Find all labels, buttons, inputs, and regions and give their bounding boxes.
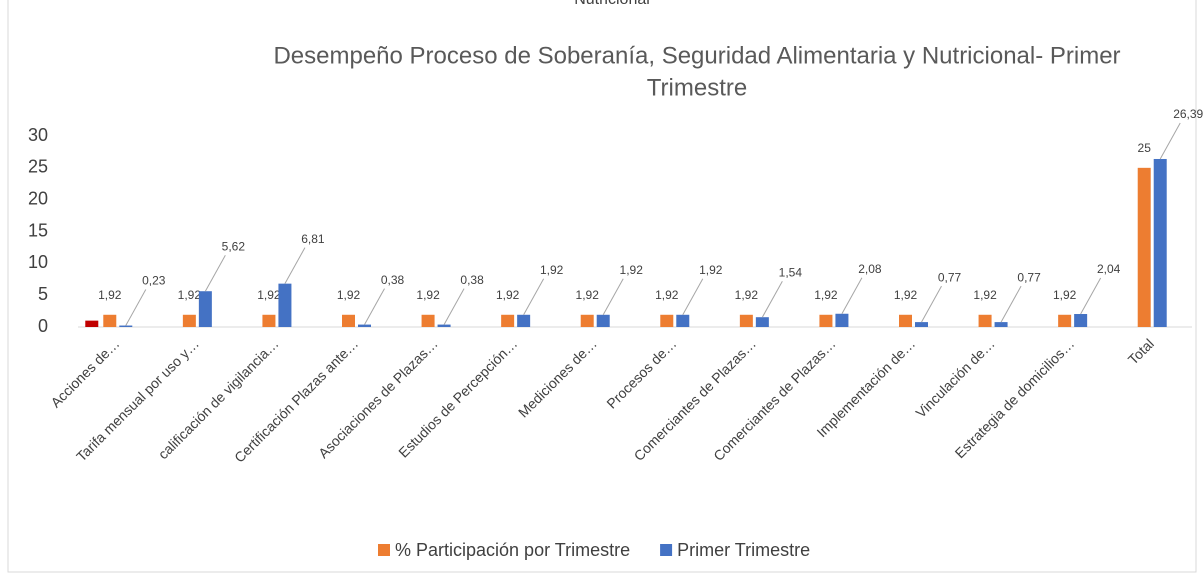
bar [739,314,753,327]
leader-line [1080,277,1102,315]
data-label: 1,92 [655,288,679,302]
leader-line [125,289,147,326]
legend-label: Primer Trimestre [677,540,810,560]
bar [103,314,117,327]
bar [119,325,133,327]
y-tick-label: 25 [28,157,48,177]
data-label: 2,08 [858,262,882,276]
data-label: 1,92 [178,288,202,302]
data-label: 1,92 [257,288,281,302]
bar [676,314,690,327]
leader-line [523,278,545,316]
legend-swatch [660,544,673,556]
y-tick-label: 15 [28,220,48,240]
bar [819,314,833,327]
bar [994,322,1008,327]
data-label: 0,77 [938,270,962,284]
leader-line [443,288,465,325]
chart-title: Trimestre [647,74,747,101]
bar [580,314,594,327]
legend-label: % Participación por Trimestre [395,540,630,560]
bar [1074,314,1088,327]
leader-line [761,280,783,318]
data-label: 1,92 [735,288,759,302]
bar [421,314,435,327]
bar [978,314,992,327]
data-label: 1,92 [620,263,644,277]
data-label: 1,92 [814,288,838,302]
bar [1058,314,1072,327]
data-label: 1,92 [699,263,723,277]
data-label: 0,77 [1017,270,1041,284]
bar [358,324,371,327]
data-label: 1,92 [416,288,440,302]
bar [182,314,196,327]
data-label: 6,81 [301,232,325,246]
bar [278,283,292,327]
legend-swatch [378,544,390,556]
bar [755,317,769,327]
bar [262,314,276,327]
data-label: 1,54 [779,265,803,279]
leader-line [682,278,704,316]
bar [1137,167,1151,327]
leader-line [841,277,863,315]
y-tick-label: 20 [28,188,48,208]
bar [835,313,849,327]
leader-line [1159,122,1181,160]
bar [660,314,674,327]
data-label: 1,92 [98,288,122,302]
y-tick-label: 30 [28,125,48,145]
data-label: 0,38 [381,273,405,287]
bar [517,314,531,327]
bar [342,314,355,327]
data-label: 1,92 [496,288,520,302]
chart-border [7,0,1197,573]
leader-line [364,288,385,325]
chart-title: Desempeño Proceso de Soberanía, Segurida… [273,42,1120,69]
data-label: 1,92 [894,288,918,302]
data-label: 0,38 [460,273,484,287]
bar [198,291,212,327]
data-label: 1,92 [973,288,997,302]
data-label: 26,39 [1173,107,1203,121]
leader-line [1000,285,1022,323]
data-label: 2,04 [1097,262,1121,276]
bar [899,314,912,327]
leader-line [204,254,226,292]
leader-line [284,247,306,284]
bar [437,324,451,327]
bar [1153,158,1167,327]
data-label: 1,92 [540,263,564,277]
bar [596,314,610,327]
leader-line [921,285,942,323]
y-tick-label: 5 [38,284,48,304]
bar [85,320,99,327]
leader-line [602,278,624,316]
y-tick-label: 10 [28,252,48,272]
bar [501,314,515,327]
bar [915,322,928,327]
data-label: 5,62 [222,239,246,253]
y-tick-label: 0 [38,316,48,336]
data-label: 1,92 [1053,288,1077,302]
data-label: 0,23 [142,274,166,288]
data-label: 25 [1138,141,1152,155]
data-label: 1,92 [337,288,361,302]
data-label: 1,92 [576,288,600,302]
supertitle: Nutricional [574,0,650,8]
